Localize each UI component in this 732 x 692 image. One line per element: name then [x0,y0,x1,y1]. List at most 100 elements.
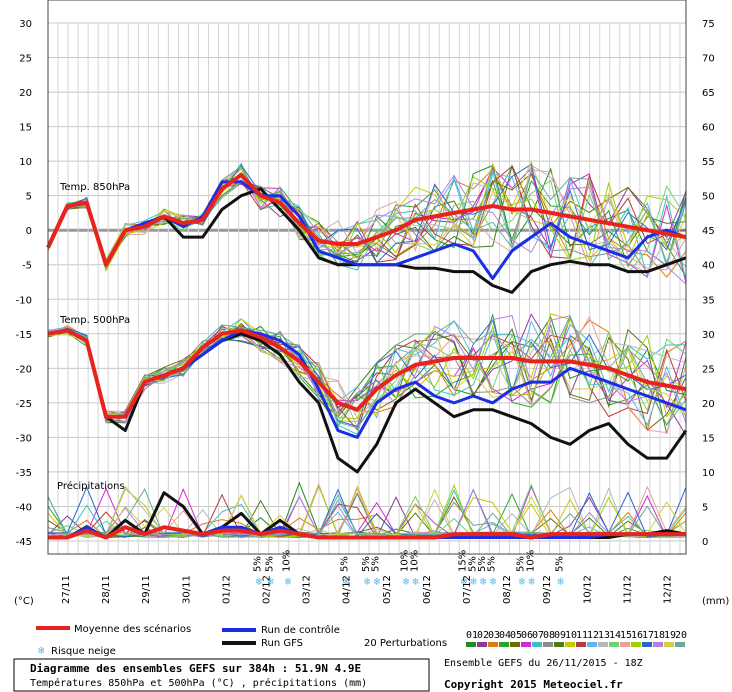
left-tick-label: 20 [19,88,32,99]
date-label: 12/12 [663,575,674,604]
snowflake-icon: ❄ [480,575,487,588]
perturbation-number: 16 [631,630,643,641]
left-tick-label: -15 [16,330,32,341]
series-line-t850 [46,172,687,267]
legend-control: Run de contrôle [261,624,340,636]
left-tick-label: -30 [16,433,32,444]
main-series-lines [46,172,688,540]
snow-risk-label: 5% [264,556,275,572]
perturbation-number: 06 [521,630,533,641]
snow-risk-label: 5% [516,556,527,572]
snowflake-icon: ❄ [412,575,419,588]
perturbation-swatch [499,642,509,647]
left-tick-label: -45 [16,537,32,548]
snow-risk-label: 5% [253,556,264,572]
perturbation-line [47,316,687,423]
snowflake-icon: ❄ [364,575,371,588]
perturbation-swatch [477,642,487,647]
date-label: 08/12 [502,575,513,604]
perturbation-line [47,318,687,428]
perturbation-number: 20 [675,630,687,641]
left-tick-label: -10 [16,295,32,306]
date-label: 27/11 [61,575,72,604]
date-label: 02/12 [262,575,273,604]
snowflake-icon: ❄ [470,575,477,588]
snow-risk-label: 10% [400,550,411,572]
date-label: 05/12 [382,575,393,604]
perturbation-number: 17 [642,630,654,641]
panel-label-t500: Temp. 500hPa [59,315,130,326]
footer-subtitle: Températures 850hPa et 500hPa (°C) , pré… [30,677,367,689]
date-label: 03/12 [302,575,313,604]
perturbation-number: 19 [664,630,676,641]
left-tick-label: 0 [26,226,32,237]
legend-perturbations: 20 Perturbations [364,638,447,649]
snowflake-icon: ❄ [403,575,410,588]
date-label: 30/11 [181,575,192,604]
perturbation-line [47,314,687,429]
footer-box [13,658,430,692]
snow-risk-label: 5% [487,556,498,572]
footer-run: Ensemble GEFS du 26/11/2015 - 18Z [444,658,643,669]
perturbation-number: 02 [477,630,489,641]
snow-risk-label: 5% [340,556,351,572]
perturbation-swatch [543,642,553,647]
perturbation-number: 15 [620,630,632,641]
snowflake-icon: ❄ [343,575,350,588]
left-tick-label: 25 [19,54,32,65]
series-line-t500 [47,328,687,419]
snowflake-icon: ❄ [38,644,45,657]
perturbation-line [47,315,687,423]
snow-risk-label: 5% [554,556,565,572]
right-tick-label: 15 [702,433,715,444]
right-tick-label: 65 [702,88,715,99]
left-unit: (°C) [14,596,34,607]
perturbation-number: 12 [587,630,599,641]
perturbation-swatch [565,642,575,647]
right-tick-label: 5 [702,502,708,513]
perturbation-swatch [576,642,586,647]
perturbation-swatch [554,642,564,647]
perturbation-precip-line [47,488,687,538]
perturbation-number: 11 [576,630,588,641]
snowflake-icon: ❄ [267,575,274,588]
perturbation-swatch [532,642,542,647]
right-tick-label: 20 [702,399,715,410]
left-tick-label: 5 [26,192,32,203]
right-tick-label: 60 [702,123,715,134]
snow-risk-label: 10% [409,550,420,572]
panel-label-precip: Précipitations [57,480,125,492]
snow-risk-label: 5% [477,556,488,572]
snow-risk-label: 5% [371,556,382,572]
date-label: 28/11 [101,575,112,604]
perturbation-swatch [609,642,619,647]
date-label: 06/12 [422,575,433,604]
snow-risk-markers: 5%❄5%❄10%❄5%❄5%❄5%❄10%❄10%❄15%❄5%❄5%❄5%❄… [253,550,566,588]
snowflake-icon: ❄ [528,575,535,588]
date-label: 07/12 [462,575,473,604]
snowflake-icon: ❄ [519,575,526,588]
perturbation-swatch [620,642,630,647]
snowflake-icon: ❄ [256,575,263,588]
left-tick-label: -25 [16,399,32,410]
perturbation-number: 05 [510,630,522,641]
left-tick-label: -20 [16,364,32,375]
right-tick-label: 10 [702,468,715,479]
left-tick-label: 15 [19,123,32,134]
perturbation-number: 07 [532,630,544,641]
perturbation-number: 18 [653,630,665,641]
perturbation-line [47,165,687,270]
snow-risk-label: 5% [361,556,372,572]
right-tick-label: 45 [702,226,715,237]
perturbation-swatch [664,642,674,647]
perturbation-number: 10 [565,630,577,641]
left-tick-label: -35 [16,468,32,479]
legend-snow: Risque neige [51,646,116,657]
snowflake-icon: ❄ [461,575,468,588]
snow-risk-label: 10% [282,550,293,572]
snow-risk-label: 5% [467,556,478,572]
snowflake-icon: ❄ [285,575,292,588]
legend-mean: Moyenne des scénarios [74,623,191,635]
left-tick-label: -40 [16,502,32,513]
